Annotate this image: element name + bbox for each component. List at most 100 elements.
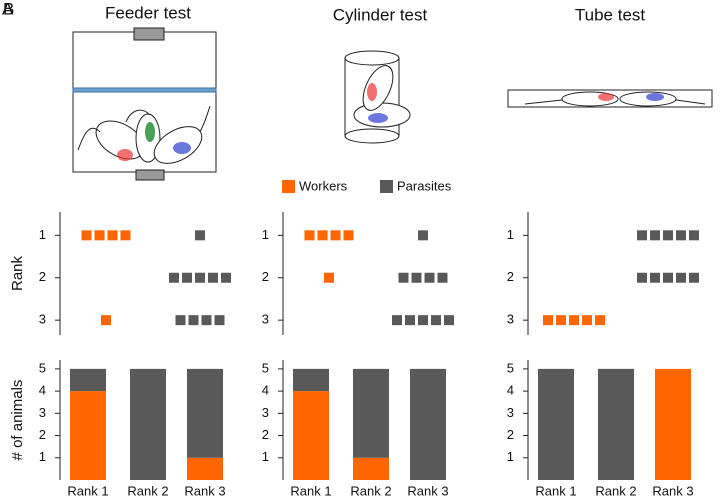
square-group	[175, 315, 225, 326]
y-tick-label: 3	[507, 405, 514, 420]
square-group	[543, 315, 605, 326]
bar-segment	[353, 368, 389, 458]
y-tick-label: 2	[39, 269, 46, 284]
unit-square	[444, 315, 454, 326]
unit-square	[418, 230, 428, 241]
unit-square	[201, 315, 212, 326]
unit-square	[676, 230, 686, 241]
unit-square	[195, 272, 205, 283]
y-tick-label: 2	[507, 269, 514, 284]
test-title: Cylinder test	[333, 5, 428, 24]
y-tick-label: 1	[507, 449, 514, 464]
unit-square	[94, 230, 105, 241]
y-tick-label: 3	[262, 312, 269, 327]
unit-square	[101, 315, 111, 326]
y-tick-label: 2	[507, 427, 514, 442]
unit-square	[663, 272, 673, 283]
unit-square	[569, 315, 579, 326]
bar-segment	[598, 368, 634, 480]
x-tick-label: Rank 2	[350, 483, 391, 498]
unit-square	[182, 272, 192, 283]
bar-segment	[353, 457, 389, 480]
unit-square	[405, 315, 415, 326]
legend-swatch	[282, 180, 295, 193]
y-tick-label: 3	[262, 405, 269, 420]
x-tick-label: Rank 1	[290, 483, 331, 498]
unit-square	[398, 272, 409, 283]
bar-segment	[410, 368, 446, 480]
unit-square	[431, 315, 441, 326]
unit-square	[418, 315, 428, 326]
unit-square	[81, 230, 92, 241]
square-group	[392, 315, 454, 326]
unit-square	[221, 272, 231, 283]
unit-square	[650, 230, 660, 241]
x-tick-label: Rank 2	[595, 483, 636, 498]
unit-square	[424, 272, 435, 283]
y-tick-label: 1	[262, 227, 269, 242]
bar-segment	[187, 457, 223, 480]
unit-square	[175, 315, 186, 326]
unit-square	[556, 315, 566, 326]
unit-square	[317, 230, 328, 241]
square-group	[418, 230, 428, 241]
test-title: Tube test	[575, 5, 646, 24]
unit-square	[595, 315, 605, 326]
unit-square	[304, 230, 315, 241]
x-tick-label: Rank 2	[127, 483, 168, 498]
bar-segment	[70, 368, 106, 392]
unit-square	[676, 272, 686, 283]
y-tick-label: 3	[507, 312, 514, 327]
unit-square	[324, 272, 334, 283]
panel-label: A	[2, 0, 14, 18]
y-tick-label: 4	[507, 383, 514, 398]
y-axis-title: Rank	[9, 255, 26, 291]
unit-square	[637, 272, 647, 283]
unit-square	[689, 272, 699, 283]
legend-swatch	[380, 180, 393, 193]
unit-square	[208, 272, 218, 283]
bar-segment	[655, 368, 691, 480]
bar-segment	[70, 391, 106, 480]
y-tick-label: 2	[39, 427, 46, 442]
y-tick-label: 5	[507, 360, 514, 375]
test-title: Feeder test	[105, 3, 191, 22]
unit-square	[650, 272, 660, 283]
y-tick-label: 3	[39, 312, 46, 327]
square-group	[637, 230, 699, 241]
unit-square	[543, 315, 553, 326]
unit-square	[120, 230, 131, 241]
square-group	[324, 272, 334, 283]
unit-square	[188, 315, 199, 326]
unit-square	[169, 272, 179, 283]
bar-segment	[293, 368, 329, 392]
square-group	[195, 230, 205, 241]
y-tick-label: 3	[39, 405, 46, 420]
unit-square	[330, 230, 341, 241]
y-tick-label: 1	[507, 227, 514, 242]
x-tick-label: Rank 3	[652, 483, 693, 498]
unit-square	[411, 272, 422, 283]
bar-segment	[130, 368, 166, 480]
y-tick-label: 4	[39, 383, 46, 398]
cylinder-illustration	[344, 50, 411, 144]
y-tick-label: 2	[262, 427, 269, 442]
square-group	[169, 272, 231, 283]
square-group	[101, 315, 111, 326]
feeder-illustration	[72, 27, 217, 181]
unit-square	[214, 315, 225, 326]
x-tick-label: Rank 1	[67, 483, 108, 498]
y-tick-label: 1	[39, 449, 46, 464]
unit-square	[663, 230, 673, 241]
y-tick-label: 5	[262, 360, 269, 375]
y-tick-label: 1	[262, 449, 269, 464]
unit-square	[195, 230, 205, 241]
square-group	[304, 230, 354, 241]
unit-square	[392, 315, 402, 326]
square-group	[398, 272, 448, 283]
x-tick-label: Rank 1	[535, 483, 576, 498]
y-tick-label: 2	[262, 269, 269, 284]
legend-label: Parasites	[397, 178, 452, 193]
x-tick-label: Rank 3	[184, 483, 225, 498]
